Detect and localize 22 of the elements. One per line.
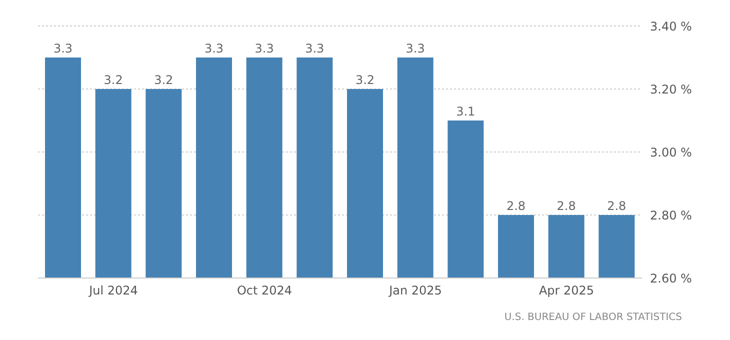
- x-tick-label: Oct 2024: [236, 284, 292, 298]
- y-tick-label: 2.60 %: [650, 271, 692, 286]
- y-tick-label: 3.00 %: [650, 145, 692, 160]
- data-label: 3.3: [53, 42, 73, 56]
- data-label: 3.3: [406, 42, 425, 56]
- x-tick-label: Jul 2024: [88, 284, 138, 298]
- data-label: 3.2: [104, 73, 123, 87]
- data-label: 2.8: [556, 199, 576, 213]
- data-label: 2.8: [506, 199, 526, 213]
- data-label: 3.3: [254, 42, 274, 56]
- x-tick-label: Apr 2025: [538, 284, 594, 298]
- y-tick-label: 3.20 %: [650, 82, 692, 96]
- text: U.S. BUREAU OF LABOR STATISTICS: [503, 312, 683, 323]
- data-label: 3.2: [355, 73, 375, 87]
- data-label: 3.1: [456, 104, 476, 118]
- data-label: 3.3: [305, 42, 324, 56]
- x-tick-label: Jan 2025: [388, 284, 442, 298]
- y-tick-label: 3.40 %: [650, 19, 692, 34]
- data-label: 3.2: [154, 73, 174, 87]
- data-label: 3.3: [204, 42, 224, 56]
- y-tick-label: 2.80 %: [650, 208, 692, 222]
- data-label: 2.8: [607, 199, 626, 213]
